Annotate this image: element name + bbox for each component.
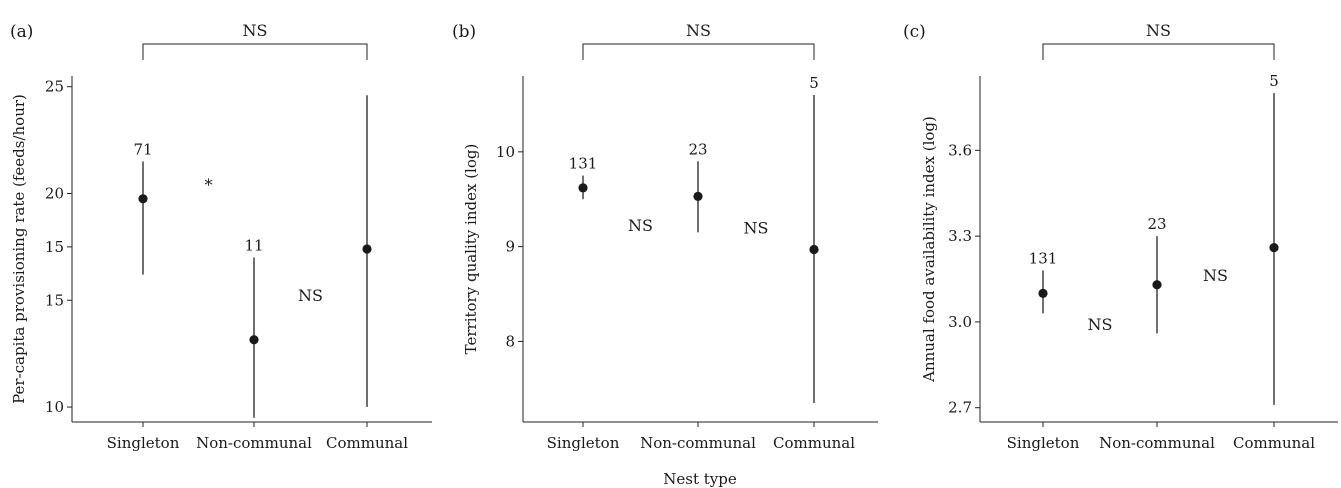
sample-size-label: 11 <box>244 237 263 255</box>
x-tick-label: Non-communal <box>640 434 756 452</box>
y-tick-label: 3.0 <box>948 313 972 331</box>
x-tick-label: Communal <box>1233 434 1315 452</box>
y-tick-label: 9 <box>505 238 515 256</box>
x-tick-label: Non-communal <box>1099 434 1215 452</box>
sample-size-label: 71 <box>133 140 152 158</box>
sample-size-label: 5 <box>809 74 819 92</box>
comparison-bracket <box>1042 43 1275 60</box>
y-axis-title: Per-capita provisioning rate (feeds/hour… <box>10 94 28 404</box>
y-tick-label: 15 <box>45 238 64 256</box>
x-tick-label: Communal <box>326 434 408 452</box>
comparison-label: NS <box>744 219 769 238</box>
comparison-label: NS <box>1203 266 1228 285</box>
x-tick-label: Singleton <box>547 434 620 452</box>
data-point <box>693 191 703 201</box>
comparison-label: NS <box>298 286 323 305</box>
panel-a: (a) 10 15 15 20 25 Singleton Non-communal Commun… <box>10 21 432 452</box>
panel-label: (b) <box>452 22 476 42</box>
sample-size-label: 131 <box>1029 249 1058 267</box>
panel-label: (c) <box>903 22 926 42</box>
data-point <box>578 183 588 193</box>
data-point <box>249 335 259 345</box>
y-axis-title: Annual food availability index (log) <box>920 116 938 383</box>
y-tick-label: 3.3 <box>948 227 972 245</box>
data-point <box>138 194 148 204</box>
y-tick-label: 8 <box>505 332 515 350</box>
panel-b: (b) 8 9 10 Singleton Non-communal Communal Terr… <box>452 21 878 452</box>
significance-star: * <box>205 176 213 195</box>
y-axis-title: Territory quality index (log) <box>462 144 480 355</box>
bracket-label: NS <box>1146 21 1171 40</box>
y-tick-label: 2.7 <box>948 399 972 417</box>
comparison-label: NS <box>628 216 653 235</box>
panel-c: (c) 2.7 3.0 3.3 3.6 Singleton Non-communal Comm… <box>903 21 1338 452</box>
y-tick-label: 3.6 <box>948 141 972 159</box>
panel-label: (a) <box>10 22 33 42</box>
data-point <box>1269 242 1279 253</box>
bracket-label: NS <box>243 21 268 40</box>
x-tick-label: Non-communal <box>196 434 312 452</box>
x-tick-label: Singleton <box>1007 434 1080 452</box>
data-point <box>1038 288 1048 298</box>
y-tick-label: 10 <box>45 398 64 416</box>
comparison-label: NS <box>1088 315 1113 334</box>
y-tick-label: 25 <box>45 78 64 96</box>
x-tick-label: Singleton <box>107 434 180 452</box>
bracket-label: NS <box>686 21 711 40</box>
data-point <box>1152 280 1162 290</box>
sample-size-label: 23 <box>1147 215 1166 233</box>
y-tick-label: 10 <box>496 143 515 161</box>
sample-size-label: 5 <box>1269 72 1279 90</box>
comparison-bracket <box>582 43 815 60</box>
comparison-bracket <box>142 43 368 60</box>
x-tick-label: Communal <box>773 434 855 452</box>
y-tick-label: 20 <box>45 184 64 202</box>
y-tick-label: 15 <box>45 291 64 309</box>
data-point <box>809 244 819 255</box>
sample-size-label: 23 <box>688 140 707 158</box>
x-axis-title: Nest type <box>663 470 737 488</box>
sample-size-label: 131 <box>569 155 598 173</box>
data-point <box>362 244 372 254</box>
